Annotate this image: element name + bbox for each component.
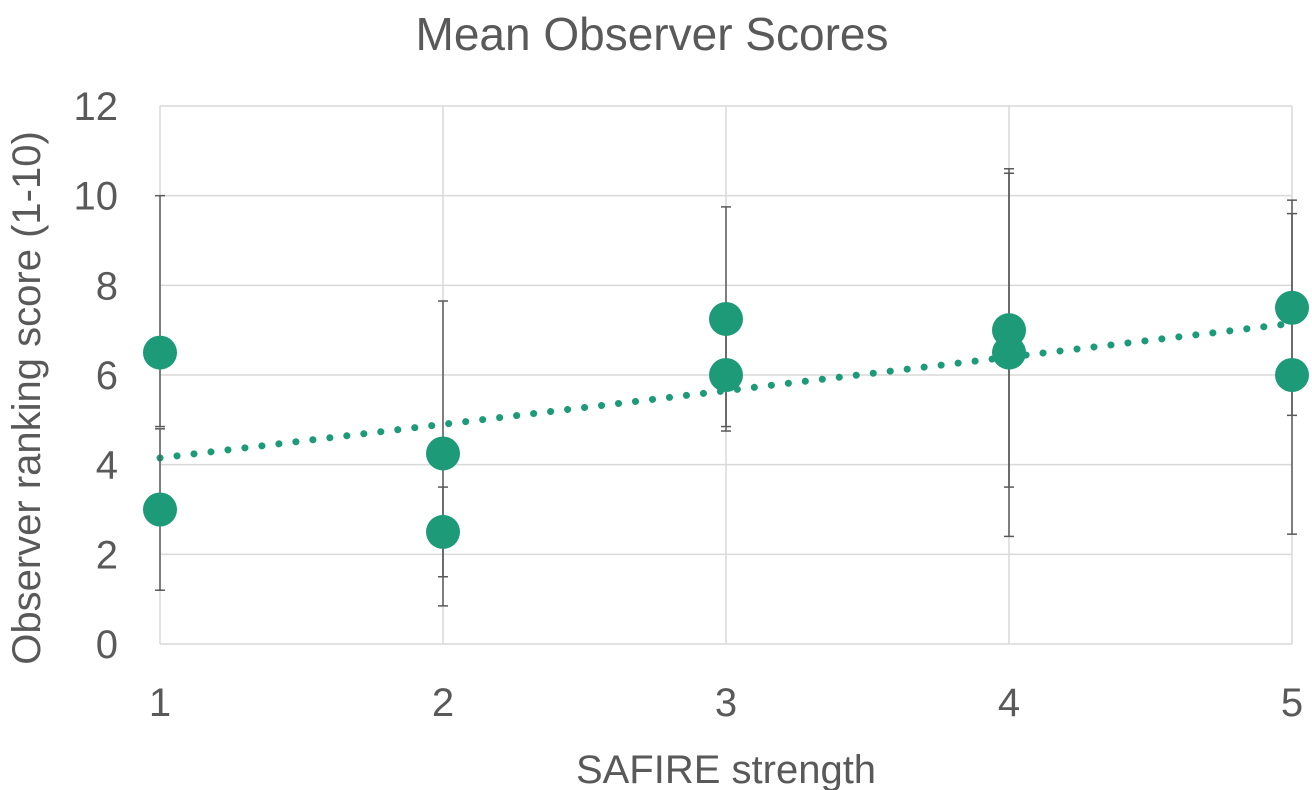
- y-tick-label: 4: [96, 444, 118, 488]
- x-tick-label: 4: [998, 681, 1020, 725]
- y-tick-label: 2: [96, 533, 118, 577]
- trendline: [156, 319, 1296, 462]
- data-points: [143, 290, 1309, 549]
- data-point: [709, 301, 743, 336]
- data-point: [709, 358, 743, 392]
- data-point: [143, 492, 177, 527]
- y-axis-label: Observer ranking score (1-10): [5, 131, 49, 665]
- error-bar: [155, 194, 165, 428]
- data-point: [1275, 358, 1309, 392]
- data-point: [143, 335, 177, 370]
- x-tick-label: 5: [1281, 681, 1303, 725]
- data-point: [426, 436, 460, 471]
- y-tick-label: 0: [96, 623, 118, 667]
- data-point: [426, 514, 460, 549]
- x-tick-label: 3: [715, 681, 737, 725]
- trendline-layer: [156, 319, 1296, 462]
- y-tick-label: 12: [74, 85, 119, 129]
- data-point: [1275, 290, 1309, 325]
- chart-title: Mean Observer Scores: [416, 8, 889, 60]
- x-tick-label: 2: [432, 681, 454, 725]
- y-tick-label: 6: [96, 354, 118, 398]
- x-tick-label: 1: [149, 681, 171, 725]
- y-tick-labels: 0 2 4 6 8 10 12: [74, 85, 119, 667]
- x-tick-labels: 1 2 3 4 5: [149, 681, 1303, 725]
- data-point: [992, 335, 1026, 370]
- x-axis-label: SAFIRE strength: [576, 748, 876, 790]
- y-tick-label: 8: [96, 264, 118, 308]
- y-tick-label: 10: [74, 175, 119, 219]
